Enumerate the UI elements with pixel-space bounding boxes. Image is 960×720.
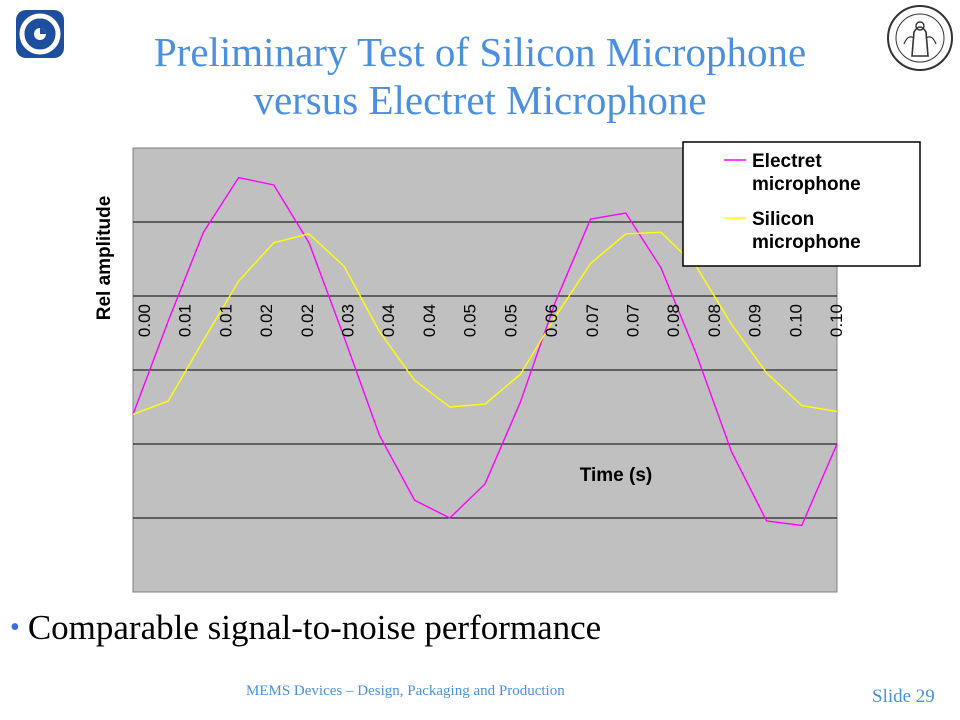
x-tick-label: 0.02 bbox=[298, 304, 317, 337]
legend-label: microphone bbox=[752, 174, 861, 195]
x-tick-label: 0.04 bbox=[420, 304, 439, 337]
x-tick-label: 0.08 bbox=[705, 304, 724, 337]
title-line-1: Preliminary Test of Silicon Microphone bbox=[153, 29, 807, 75]
x-tick-label: 0.09 bbox=[746, 304, 765, 337]
sintef-logo-icon bbox=[16, 10, 64, 58]
bullet-dot-icon: • bbox=[10, 612, 20, 643]
x-axis-label: Time (s) bbox=[580, 465, 653, 486]
x-tick-label: 0.07 bbox=[623, 304, 642, 337]
x-tick-label: 0.02 bbox=[257, 304, 276, 337]
bullet-text: Comparable signal-to-noise performance bbox=[27, 608, 602, 647]
x-tick-label: 0.03 bbox=[339, 304, 358, 337]
x-tick-label: 0.01 bbox=[216, 304, 235, 337]
x-tick-label: 0.01 bbox=[176, 304, 195, 337]
bullet-point: • Comparable signal-to-noise performance bbox=[10, 608, 601, 648]
x-tick-label: 0.10 bbox=[827, 304, 846, 337]
title-line-2: versus Electret Microphone bbox=[253, 77, 707, 123]
series-line-silicon bbox=[132, 231, 838, 416]
footer-text: MEMS Devices – Design, Packaging and Pro… bbox=[246, 683, 565, 699]
legend-label: microphone bbox=[752, 232, 861, 253]
legend-box bbox=[682, 141, 921, 267]
x-tick-label: 0.05 bbox=[461, 304, 480, 337]
x-tick-label: 0.05 bbox=[501, 304, 520, 337]
series-line-electret bbox=[132, 176, 838, 527]
y-axis-label: Rel amplitude bbox=[94, 196, 115, 321]
x-tick-label: 0.07 bbox=[583, 304, 602, 337]
x-tick-label: 0.06 bbox=[542, 304, 561, 337]
legend-label: Electret bbox=[752, 151, 822, 172]
legend-label: Silicon bbox=[752, 209, 814, 230]
university-of-oslo-seal-icon bbox=[887, 5, 953, 71]
x-tick-label: 0.10 bbox=[786, 304, 805, 337]
x-tick-label: 0.00 bbox=[135, 304, 154, 337]
slide-title: Preliminary Test of Silicon Microphone v… bbox=[70, 28, 890, 124]
x-tick-label: 0.04 bbox=[379, 304, 398, 337]
x-tick-label: 0.08 bbox=[664, 304, 683, 337]
slide-number: Slide 29 bbox=[872, 686, 935, 707]
